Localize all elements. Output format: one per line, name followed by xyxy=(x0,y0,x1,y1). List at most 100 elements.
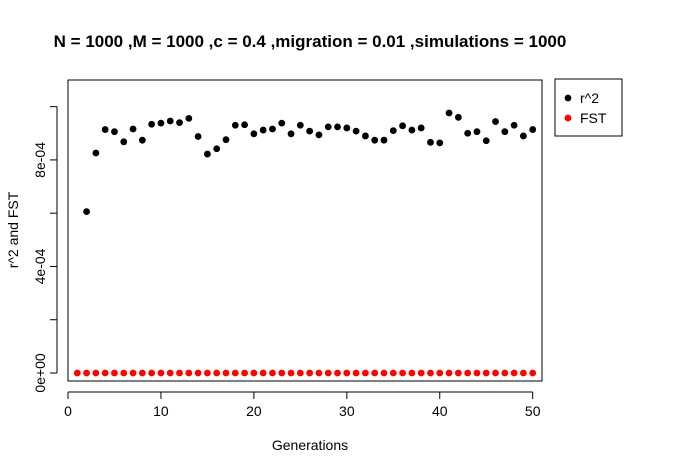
fst-point xyxy=(296,369,304,377)
fst-point xyxy=(231,369,239,377)
fst-point xyxy=(454,369,462,377)
fst-point xyxy=(408,369,416,377)
y-tick-label: 8e-04 xyxy=(32,142,48,178)
fst-point xyxy=(287,369,295,377)
fst-point xyxy=(334,369,341,377)
fst-point xyxy=(473,369,481,377)
r2-point xyxy=(287,130,295,138)
fst-point xyxy=(343,369,351,377)
fst-point xyxy=(241,369,248,377)
r2-point xyxy=(380,136,388,144)
legend-box xyxy=(554,78,623,137)
fst-point xyxy=(399,369,406,377)
r2-point xyxy=(138,136,146,144)
r2-point xyxy=(408,126,416,134)
legend-label-r2: r^2 xyxy=(580,90,599,106)
r2-point xyxy=(362,132,369,140)
fst-point xyxy=(166,369,174,377)
r2-point xyxy=(269,125,276,133)
r2-point xyxy=(520,132,527,140)
r2-point xyxy=(101,126,109,133)
r2-point xyxy=(120,138,128,146)
fst-point xyxy=(324,369,332,377)
r2-point xyxy=(510,121,518,129)
r2-point xyxy=(501,128,509,136)
r2-point xyxy=(148,120,156,128)
r2-point xyxy=(324,123,332,131)
fst-point xyxy=(389,369,397,377)
r2-point xyxy=(204,150,211,158)
fst-point xyxy=(482,369,490,377)
r2-point xyxy=(343,124,351,132)
y-axis: 0e+00 4e-04 8e-04 xyxy=(32,106,58,393)
fst-point xyxy=(445,369,453,377)
fst-point xyxy=(129,369,137,377)
fst-point xyxy=(185,369,193,377)
r2-point xyxy=(315,131,323,139)
x-tick-label: 30 xyxy=(339,403,355,419)
x-tick-label: 20 xyxy=(246,403,262,419)
r2-point xyxy=(352,127,360,135)
r2-point xyxy=(213,145,221,153)
legend-marker-r2 xyxy=(564,94,572,102)
x-tick-label: 40 xyxy=(432,403,448,419)
legend-label-fst: FST xyxy=(580,110,607,126)
y-axis-label: r^2 and FST xyxy=(5,191,21,268)
r2-point xyxy=(176,119,183,127)
fst-point xyxy=(222,369,230,377)
r2-point xyxy=(399,122,406,130)
fst-point xyxy=(427,369,434,377)
r2-point xyxy=(185,114,193,122)
fst-point xyxy=(371,369,379,377)
fst-point xyxy=(83,369,90,377)
x-axis: 0 10 20 30 40 50 xyxy=(64,391,541,419)
fst-point xyxy=(92,369,100,377)
fst-point xyxy=(380,369,388,377)
fst-point xyxy=(204,369,211,377)
r2-point xyxy=(334,123,341,131)
fst-point xyxy=(148,369,156,377)
plot-area-frame xyxy=(67,79,543,382)
fst-point xyxy=(520,369,527,377)
fst-point xyxy=(510,369,518,377)
x-tick-label: 50 xyxy=(525,403,541,419)
fst-point xyxy=(194,369,202,377)
fst-point xyxy=(352,369,360,377)
fst-point xyxy=(501,369,509,377)
fst-point xyxy=(157,369,165,377)
fst-point xyxy=(492,369,499,377)
fst-point xyxy=(269,369,276,377)
fst-point xyxy=(315,369,323,377)
r2-point xyxy=(111,128,118,136)
r2-point xyxy=(166,117,174,125)
r2-point xyxy=(92,149,100,157)
r2-point xyxy=(222,136,230,144)
fst-point xyxy=(213,369,221,377)
r2-point xyxy=(427,138,434,146)
r2-point xyxy=(129,125,137,133)
x-axis-label: Generations xyxy=(272,437,348,453)
r2-point xyxy=(278,119,286,127)
fst-point xyxy=(138,369,146,377)
r2-point xyxy=(473,128,481,136)
r2-point xyxy=(454,113,462,121)
fst-point xyxy=(417,369,425,377)
y-tick-label: 0e+00 xyxy=(32,353,48,393)
fst-point xyxy=(120,369,128,377)
r2-point xyxy=(417,124,425,132)
r2-point xyxy=(445,109,453,117)
r2-point xyxy=(492,118,499,125)
fst-point xyxy=(73,369,81,377)
r2-point xyxy=(529,126,537,133)
fst-point xyxy=(464,369,472,377)
r2-point xyxy=(241,121,248,129)
fst-point xyxy=(529,369,537,377)
r2-point xyxy=(436,139,444,147)
r2-point xyxy=(371,136,379,144)
fst-point xyxy=(101,369,109,377)
fst-point xyxy=(250,369,258,377)
fst-point xyxy=(362,369,369,377)
r2-point xyxy=(250,130,258,138)
r2-point xyxy=(306,127,314,135)
